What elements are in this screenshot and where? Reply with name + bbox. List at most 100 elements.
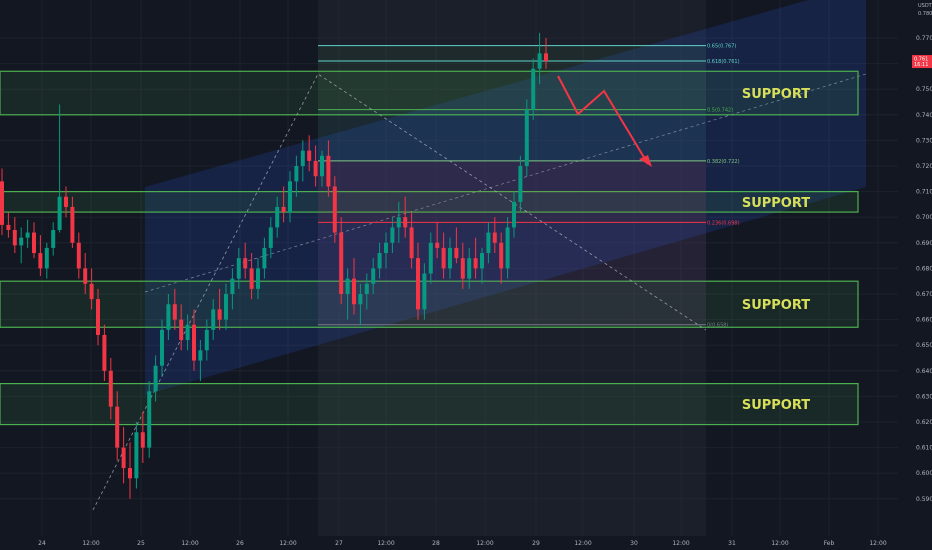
candle-body xyxy=(96,299,100,335)
projection-path xyxy=(557,75,649,165)
y-tick-label: 0.660 xyxy=(916,317,932,324)
candle-body xyxy=(121,447,126,469)
support-zone-label-4: SUPPORT xyxy=(742,398,810,413)
candle-body xyxy=(288,181,292,213)
x-tick-label: 12:00 xyxy=(279,540,296,547)
support-zone-label-1: SUPPORT xyxy=(742,87,810,102)
candle-body xyxy=(448,247,452,269)
candle-body xyxy=(537,53,542,69)
candle-body xyxy=(416,258,420,310)
candle-body xyxy=(358,294,363,305)
y-tick-label: 0.710 xyxy=(916,189,932,196)
candle-body xyxy=(275,206,280,228)
fib-level-label-0: 0.65(0.767) xyxy=(707,44,736,50)
candle-body xyxy=(512,201,516,228)
candle-body xyxy=(467,258,472,279)
candle-body xyxy=(268,227,273,248)
candle-body xyxy=(352,278,356,305)
candle-body xyxy=(57,196,62,230)
candle-body xyxy=(179,319,184,341)
candle-body xyxy=(76,242,81,269)
candle-body xyxy=(134,432,139,479)
support-zone-2 xyxy=(0,191,859,213)
candle-body xyxy=(486,232,491,254)
x-tick-label: 12:00 xyxy=(672,540,689,547)
x-tick-label: 25 xyxy=(137,540,145,547)
y-tick-label: 0.770 xyxy=(916,35,932,42)
zigzag-line xyxy=(92,73,707,511)
candle-body xyxy=(531,68,536,110)
candle-body xyxy=(38,253,43,269)
support-zone-label-3: SUPPORT xyxy=(742,298,810,313)
candle-body xyxy=(236,258,241,279)
projection-arrows xyxy=(557,75,652,167)
candle-body xyxy=(12,230,17,246)
x-tick-label: 12:00 xyxy=(574,540,591,547)
candle-body xyxy=(409,227,414,259)
last-price-countdown: 16:11 xyxy=(914,62,928,68)
candle-body xyxy=(524,109,529,166)
candle-body xyxy=(192,324,196,361)
candle-body xyxy=(499,242,504,269)
x-tick-label: 26 xyxy=(236,540,244,547)
candle-body xyxy=(70,206,75,243)
support-zone-1 xyxy=(0,70,859,116)
candle-body xyxy=(281,206,286,213)
candle-body xyxy=(403,217,408,228)
candle-body xyxy=(51,230,56,248)
candles xyxy=(0,32,548,499)
candle-body xyxy=(480,253,484,269)
x-tick-label: 24 xyxy=(38,540,46,547)
candle-body xyxy=(224,294,228,320)
projection-arrowhead xyxy=(639,155,652,167)
x-tick-label: 31 xyxy=(728,540,736,547)
candle-body xyxy=(377,253,382,269)
y-tick-label: 0.650 xyxy=(916,342,932,349)
highlight-region xyxy=(318,0,706,536)
time-axis[interactable]: 24 12:00 25 12:00 26 12:00 27 12:00 28 12:00 29 12:… xyxy=(38,540,887,547)
fib-level-label-4: 0.236(0.698) xyxy=(707,220,740,226)
y-tick-label: 0.690 xyxy=(916,240,932,247)
axis-unit-label: USDT xyxy=(918,3,932,9)
support-zone-4 xyxy=(0,383,859,426)
candle-body xyxy=(140,432,145,448)
candle-body xyxy=(422,273,427,310)
candle-body xyxy=(332,186,337,233)
candle-body xyxy=(64,196,68,207)
candle-body xyxy=(396,217,401,228)
candle-body xyxy=(166,304,171,330)
fib-level-label-1: 0.618(0.761) xyxy=(707,59,740,65)
candle-body xyxy=(435,242,440,248)
candle-body xyxy=(217,309,222,320)
x-tick-label: Feb xyxy=(824,540,835,547)
candle-body xyxy=(243,258,248,269)
candle-body xyxy=(44,247,49,269)
candle-body xyxy=(454,247,459,259)
candle-body xyxy=(153,365,158,392)
fib-band xyxy=(318,222,706,325)
candle-body xyxy=(6,224,11,230)
x-tick-label: 12:00 xyxy=(476,540,493,547)
y-tick-label: 0.590 xyxy=(916,496,932,503)
last-price-badge xyxy=(912,55,932,69)
fib-band xyxy=(318,61,706,110)
y-tick-label: 0.700 xyxy=(916,214,932,221)
candle-body xyxy=(505,227,510,269)
candle-body xyxy=(313,160,318,177)
candle-body xyxy=(390,227,395,243)
candle-body xyxy=(428,242,433,274)
candle-body xyxy=(249,268,254,289)
candle-body xyxy=(262,247,267,269)
price-axis[interactable]: USDT0.7800.7700.7600.7500.7400.7300.7200… xyxy=(912,3,932,503)
candle-body xyxy=(211,309,216,330)
candle-body xyxy=(160,329,164,366)
candle-body xyxy=(364,283,369,294)
candle-body xyxy=(32,232,36,254)
candle-body xyxy=(185,324,190,341)
candle-body xyxy=(0,181,4,225)
candle-body xyxy=(115,406,120,448)
last-price-value: 0.761 xyxy=(914,57,928,63)
fib-band xyxy=(318,109,706,161)
